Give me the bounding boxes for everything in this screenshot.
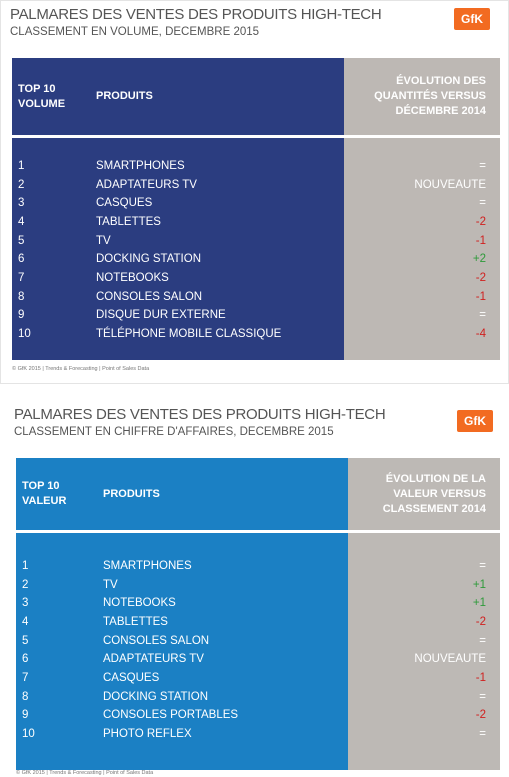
rank: 5 [22,634,29,647]
column-header: TOP 10 [18,82,56,95]
product: SMARTPHONES [96,160,185,172]
column-header: DÉCEMBRE 2014 [395,105,486,117]
header-left [16,458,348,530]
evolution: = [479,560,486,572]
title: PALMARES DES VENTES DES PRODUITS HIGH-TE… [10,6,382,23]
footer: © GfK 2015 | Trends & Forecasting | Poin… [12,366,150,372]
subtitle: CLASSEMENT EN CHIFFRE D'AFFAIRES, DECEMB… [14,426,334,438]
evolution: +1 [472,578,486,591]
subtitle: CLASSEMENT EN VOLUME, DECEMBRE 2015 [10,26,260,38]
evolution: = [479,634,486,647]
body-right [344,138,500,360]
evolution: = [479,197,486,210]
header-right [344,58,500,135]
product: SMARTPHONES [103,560,192,572]
evolution: = [479,728,486,741]
body-left [12,138,344,360]
column-header: ÉVOLUTION DES [396,75,486,87]
header-left [12,58,344,135]
product: ADAPTATEURS TV [103,653,204,666]
body-right [348,533,500,770]
title: PALMARES DES VENTES DES PRODUITS HIGH-TE… [14,406,386,423]
product: TABLETTES [103,616,168,628]
rank: 4 [18,216,25,228]
column-header: CLASSEMENT 2014 [382,502,486,515]
rank: 8 [22,690,29,703]
evolution: NOUVEAUTE [414,653,486,666]
evolution: -2 [475,709,486,722]
evolution: +1 [472,597,486,610]
rank: 10 [18,328,31,341]
evolution: +2 [472,253,486,266]
column-header: VALEUR [22,495,67,507]
evolution: -1 [475,234,486,247]
column-header: ÉVOLUTION DE LA [385,472,486,485]
rank: 1 [18,160,25,172]
rank: 10 [22,728,35,741]
product: CONSOLES SALON [103,634,210,647]
product: CASQUES [103,672,160,685]
rank: 3 [18,197,25,210]
evolution: NOUVEAUTE [414,178,486,191]
rank: 8 [18,290,25,303]
rank: 3 [22,597,29,610]
column-header: VOLUME [18,97,66,110]
rank: 6 [22,653,29,666]
rank: 6 [18,253,25,266]
product: CONSOLES SALON [96,290,203,303]
product: TV [96,234,111,247]
product: ADAPTATEURS TV [96,178,197,191]
product: DOCKING STATION [96,253,201,266]
product: TV [103,578,118,591]
product: CONSOLES PORTABLES [103,709,239,722]
rank: 7 [18,272,25,285]
rank: 7 [22,672,29,685]
column-header: QUANTITÉS VERSUS [374,90,486,102]
evolution: = [479,309,486,322]
evolution: -2 [475,616,486,628]
product: NOTEBOOKS [96,272,169,285]
column-header: VALEUR VERSUS [393,487,486,500]
rank: 9 [22,709,29,722]
evolution: -1 [475,290,486,303]
evolution: -2 [475,216,486,228]
column-header: PRODUITS [96,90,153,102]
evolution: -2 [475,272,486,285]
product: DOCKING STATION [103,690,208,703]
evolution: = [479,690,486,703]
product: TÉLÉPHONE MOBILE CLASSIQUE [96,328,282,341]
rank: 5 [18,234,25,247]
product: PHOTO REFLEX [103,728,192,741]
evolution: -4 [475,328,486,341]
header-right [348,458,500,530]
rank: 4 [22,616,29,628]
rank: 2 [18,178,25,191]
column-header: TOP 10 [22,480,60,492]
evolution: = [479,160,486,172]
product: CASQUES [96,197,153,210]
footer: © GfK 2015 | Trends & Forecasting | Poin… [16,770,154,776]
rank: 2 [22,578,29,591]
logo: GfK [457,410,493,432]
product: TABLETTES [96,216,161,228]
product: DISQUE DUR EXTERNE [96,309,226,322]
body-left [16,533,348,770]
evolution: -1 [475,672,486,685]
column-header: PRODUITS [103,487,160,500]
logo: GfK [454,8,490,30]
rank: 1 [22,560,29,572]
rank: 9 [18,309,25,322]
product: NOTEBOOKS [103,597,176,610]
